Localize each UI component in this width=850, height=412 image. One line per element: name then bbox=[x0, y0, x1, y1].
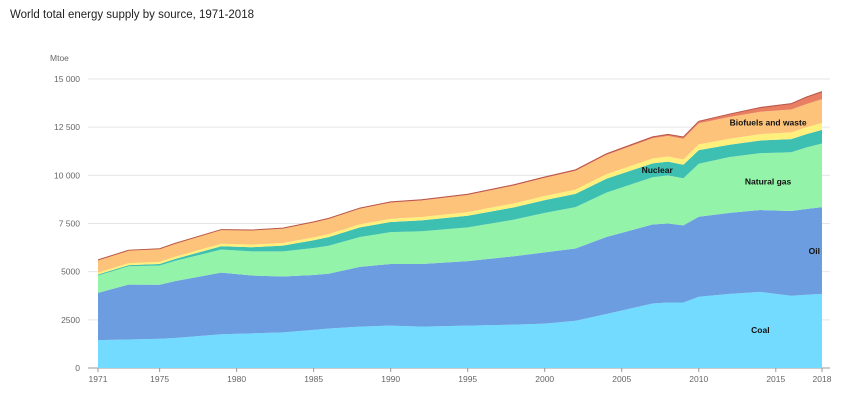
series-label-nuclear: Nuclear bbox=[642, 165, 674, 175]
y-tick-label: 12 500 bbox=[54, 122, 80, 132]
area-nuclear bbox=[98, 129, 822, 276]
series-label-natural-gas: Natural gas bbox=[745, 177, 792, 187]
series-label-biofuels-and-waste: Biofuels and waste bbox=[730, 117, 807, 127]
series-label-coal: Coal bbox=[751, 325, 769, 335]
y-tick-label: 2500 bbox=[61, 315, 80, 325]
y-tick-label: 5000 bbox=[61, 267, 80, 277]
area-oil bbox=[98, 207, 822, 341]
x-tick-label: 2018 bbox=[813, 374, 832, 384]
y-tick-label: 15 000 bbox=[54, 74, 80, 84]
x-tick-label: 2010 bbox=[689, 374, 708, 384]
x-tick-label: 1985 bbox=[304, 374, 323, 384]
y-axis-ticks: 0 2500 5000 7 500 10 000 12 500 15 000 bbox=[54, 74, 80, 373]
x-tick-label: 2005 bbox=[612, 374, 631, 384]
chart-title: World total energy supply by source, 197… bbox=[10, 9, 254, 21]
y-tick-label: 7 500 bbox=[59, 219, 81, 229]
x-tick-label: 1995 bbox=[458, 374, 477, 384]
area-hydro bbox=[98, 122, 822, 275]
area-coal bbox=[98, 291, 822, 368]
area-natural-gas bbox=[98, 143, 822, 293]
x-tick-label: 2000 bbox=[535, 374, 554, 384]
x-tick-label: 1980 bbox=[227, 374, 246, 384]
y-axis-unit: Mtoe bbox=[50, 53, 69, 63]
x-tick-label: 1990 bbox=[381, 374, 400, 384]
series-labels: Coal Oil Natural gas Nuclear Biofuels and wa… bbox=[642, 117, 820, 335]
x-tick-label: 1975 bbox=[150, 374, 169, 384]
x-tick-label: 2015 bbox=[766, 374, 785, 384]
x-tick-label: 1971 bbox=[89, 374, 108, 384]
area-biofuels-and-waste bbox=[98, 99, 822, 273]
y-tick-label: 0 bbox=[75, 363, 80, 373]
y-tick-label: 10 000 bbox=[54, 170, 80, 180]
series-label-oil: Oil bbox=[809, 246, 820, 256]
area-series bbox=[97, 91, 823, 368]
stack-top-edge bbox=[97, 91, 823, 261]
x-axis-ticks: 1971 1975 1980 1985 1990 1995 2000 2005 2010 2015… bbox=[89, 368, 832, 384]
